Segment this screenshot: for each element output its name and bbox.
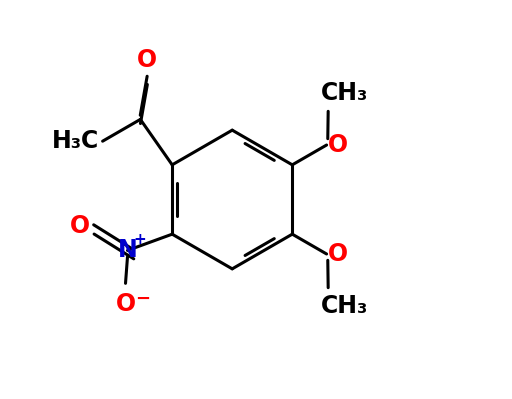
Text: O: O: [328, 242, 348, 266]
Text: O: O: [115, 292, 136, 316]
Text: N: N: [118, 239, 137, 263]
Text: O: O: [137, 47, 157, 72]
Text: H₃C: H₃C: [52, 129, 99, 153]
Text: CH₃: CH₃: [321, 294, 368, 318]
Text: CH₃: CH₃: [321, 81, 368, 105]
Text: O: O: [70, 214, 90, 238]
Text: O: O: [328, 133, 348, 157]
Text: −: −: [135, 290, 151, 308]
Text: +: +: [133, 232, 146, 247]
